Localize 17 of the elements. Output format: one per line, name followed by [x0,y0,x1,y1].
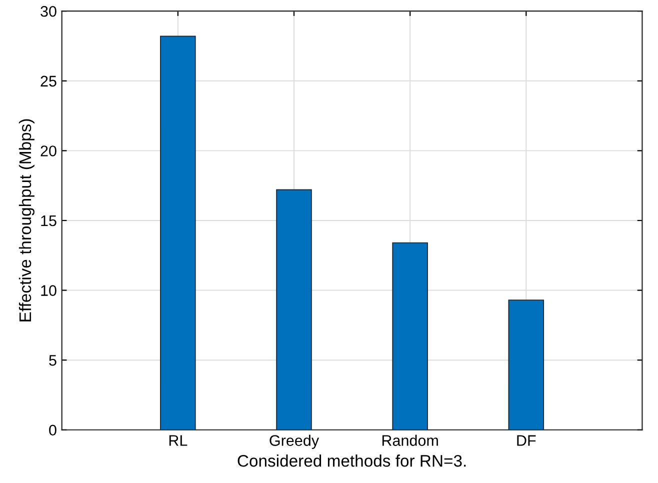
x-tick-label: DF [517,435,536,446]
y-axis-title: Effective throughput (Mbps) [18,119,34,322]
bar [392,242,428,430]
y-tick-label: 15 [41,216,56,226]
y-tick-label: 0 [49,424,56,436]
x-tick-label: RL [169,435,188,446]
y-tick-label: 10 [41,285,56,296]
x-tick-label: Greedy [270,434,320,449]
y-tick-label: 20 [40,146,56,156]
x-axis-title: Considered methods for RN=3. [238,454,466,467]
y-tick-label: 30 [40,6,56,17]
y-tick-label: 25 [40,76,56,87]
x-tick-label: Random [382,434,438,446]
bar [160,36,196,430]
bar [508,300,544,430]
y-tick-label: 5 [49,355,56,366]
bar [276,189,312,430]
